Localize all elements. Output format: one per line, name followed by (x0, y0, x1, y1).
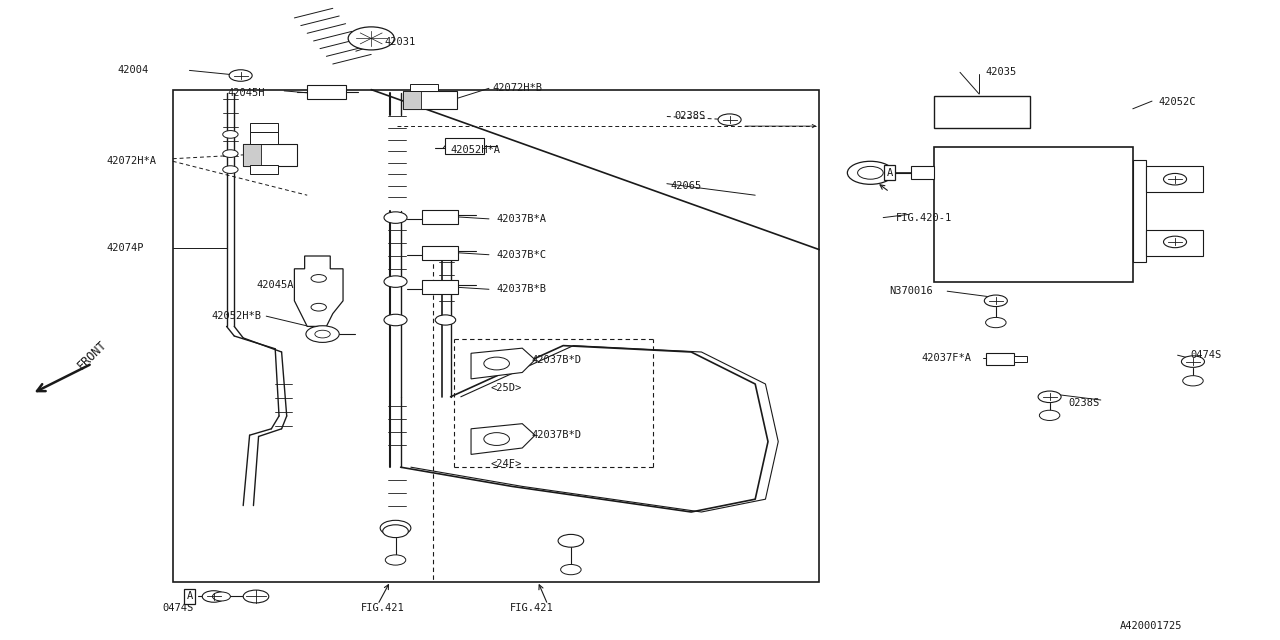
Text: 42031: 42031 (384, 36, 415, 47)
Text: FIG.421: FIG.421 (361, 603, 404, 613)
Text: 42052H*B: 42052H*B (211, 311, 261, 321)
Circle shape (718, 114, 741, 125)
Circle shape (1164, 173, 1187, 185)
Bar (422, 246, 458, 260)
Bar (934, 96, 1030, 128)
Bar (934, 147, 1133, 282)
Circle shape (223, 166, 238, 173)
Bar (422, 280, 458, 294)
Text: 42065: 42065 (671, 180, 701, 191)
Circle shape (847, 161, 893, 184)
Bar (307, 85, 346, 99)
Bar (422, 210, 458, 224)
Circle shape (1181, 356, 1204, 367)
Text: 42072H*B: 42072H*B (493, 83, 543, 93)
Text: 42037B*A: 42037B*A (497, 214, 547, 224)
Bar (250, 165, 278, 174)
Circle shape (561, 564, 581, 575)
Circle shape (311, 275, 326, 282)
Bar (445, 138, 484, 154)
Text: 42052C: 42052C (1158, 97, 1196, 108)
Text: A: A (887, 168, 892, 178)
Polygon shape (471, 348, 535, 379)
Circle shape (984, 295, 1007, 307)
Circle shape (223, 131, 238, 138)
Text: 42052H*A: 42052H*A (451, 145, 500, 156)
Text: 42037B*D: 42037B*D (531, 430, 581, 440)
Text: 0474S: 0474S (1190, 350, 1221, 360)
Text: A: A (187, 591, 192, 602)
Circle shape (311, 303, 326, 311)
Bar (410, 84, 438, 91)
Circle shape (380, 520, 411, 536)
Text: 42045H: 42045H (228, 88, 265, 98)
Circle shape (1183, 376, 1203, 386)
Bar (986, 353, 1014, 365)
Bar (243, 144, 261, 166)
Text: A420001725: A420001725 (1120, 621, 1183, 631)
Circle shape (384, 314, 407, 326)
Circle shape (1039, 410, 1060, 420)
Polygon shape (471, 424, 535, 454)
Circle shape (229, 70, 252, 81)
Text: FIG.421: FIG.421 (509, 603, 553, 613)
Text: 42045A: 42045A (256, 280, 293, 290)
Bar (250, 123, 278, 132)
Text: <24F>: <24F> (490, 459, 521, 469)
Circle shape (384, 212, 407, 223)
Circle shape (223, 150, 238, 157)
Bar (1014, 356, 1027, 362)
Polygon shape (294, 256, 343, 326)
Text: 42074P: 42074P (106, 243, 143, 253)
Text: N370016: N370016 (890, 286, 933, 296)
Bar (250, 132, 278, 144)
Text: 42037B*D: 42037B*D (531, 355, 581, 365)
Text: 0238S: 0238S (675, 111, 705, 122)
Circle shape (315, 330, 330, 338)
Circle shape (384, 276, 407, 287)
Bar (173, 90, 819, 582)
Text: FRONT: FRONT (74, 338, 109, 372)
Circle shape (306, 326, 339, 342)
Text: 0474S: 0474S (163, 603, 193, 613)
Bar (403, 91, 457, 109)
Circle shape (858, 166, 883, 179)
Text: 42037B*C: 42037B*C (497, 250, 547, 260)
Bar (1146, 230, 1203, 256)
Circle shape (435, 315, 456, 325)
Circle shape (484, 357, 509, 370)
Text: 42072H*A: 42072H*A (106, 156, 156, 166)
Circle shape (383, 525, 408, 538)
Bar (243, 144, 297, 166)
Circle shape (558, 534, 584, 547)
Circle shape (243, 590, 269, 603)
Bar (1146, 166, 1203, 192)
Bar (911, 166, 934, 179)
Text: <25D>: <25D> (490, 383, 521, 394)
Circle shape (484, 433, 509, 445)
Bar (403, 91, 421, 109)
Circle shape (202, 591, 225, 602)
Circle shape (212, 592, 230, 601)
Circle shape (348, 27, 394, 50)
Circle shape (385, 555, 406, 565)
Text: 42037B*B: 42037B*B (497, 284, 547, 294)
Text: 0238S: 0238S (1069, 398, 1100, 408)
Text: FIG.420-1: FIG.420-1 (896, 212, 952, 223)
Text: 42035: 42035 (986, 67, 1016, 77)
Circle shape (1164, 236, 1187, 248)
Circle shape (986, 317, 1006, 328)
Bar (1133, 160, 1146, 262)
Circle shape (1038, 391, 1061, 403)
Text: 42004: 42004 (118, 65, 148, 76)
Text: 42037F*A: 42037F*A (922, 353, 972, 364)
